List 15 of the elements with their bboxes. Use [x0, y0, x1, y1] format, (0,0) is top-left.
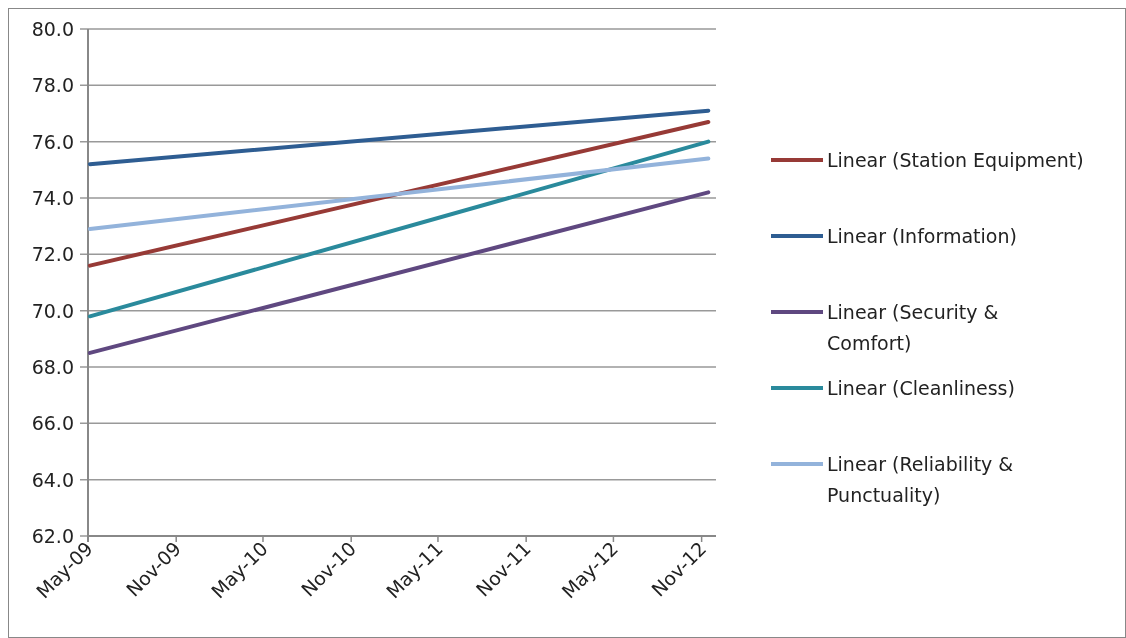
legend-label: Linear (Cleanliness)	[827, 377, 1015, 399]
legend-label: Linear (Information)	[827, 225, 1017, 247]
y-tick-label: 70.0	[31, 299, 74, 322]
y-tick-label: 78.0	[31, 74, 74, 97]
y-tick-label: 74.0	[31, 187, 74, 209]
y-tick-label: 72.0	[31, 243, 74, 266]
y-tick-label: 76.0	[31, 130, 74, 153]
y-tick-label: 66.0	[31, 412, 74, 435]
y-tick-label: 64.0	[31, 468, 74, 491]
legend-label: Linear (Station Equipment)	[827, 149, 1084, 171]
y-tick-label: 68.0	[31, 356, 74, 378]
y-tick-label: 62.0	[31, 525, 74, 547]
y-tick-label: 80.0	[31, 18, 74, 40]
legend-label: Linear (Security & Comfort)	[827, 301, 999, 354]
legend-label: Linear (Reliability & Punctuality)	[827, 453, 1014, 506]
